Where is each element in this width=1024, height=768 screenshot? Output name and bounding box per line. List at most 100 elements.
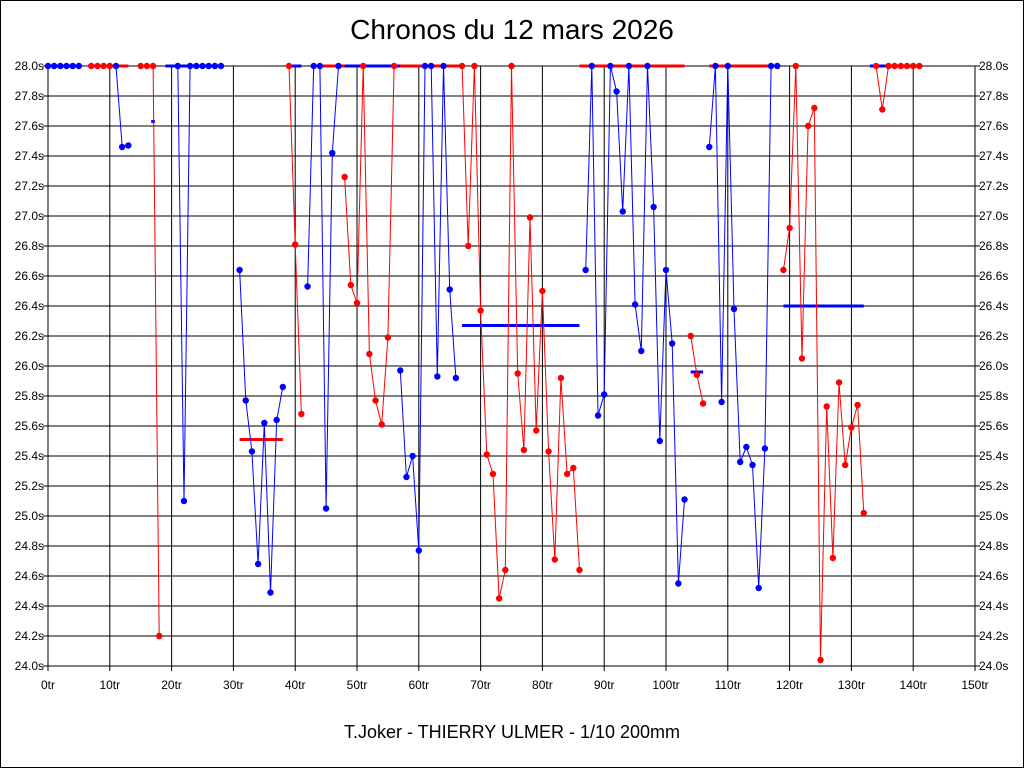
data-point <box>409 452 416 460</box>
data-point <box>786 224 793 232</box>
data-point <box>397 367 404 374</box>
data-point <box>248 448 256 455</box>
data-point <box>644 62 651 70</box>
x-tick-label: 120tr <box>776 678 803 692</box>
data-point <box>205 62 212 70</box>
x-tick-label: 150tr <box>961 678 988 692</box>
data-point <box>619 208 626 215</box>
x-tick-label: 100tr <box>652 678 679 692</box>
data-point <box>211 62 219 70</box>
data-point <box>267 589 274 596</box>
x-tick-label: 140tr <box>900 678 927 692</box>
y-tick-label-left: 25.0s <box>15 509 44 523</box>
data-point <box>298 410 305 418</box>
y-tick-label-left: 25.6s <box>15 419 44 433</box>
data-point <box>687 332 694 340</box>
data-point <box>582 266 589 274</box>
data-point <box>520 446 528 454</box>
y-tick-label-right: 26.8s <box>979 239 1008 253</box>
series-points <box>44 62 923 664</box>
data-point <box>817 656 824 664</box>
data-point <box>650 203 657 211</box>
data-point <box>372 397 379 404</box>
y-tick-label-right: 25.6s <box>979 419 1008 433</box>
data-point <box>199 62 206 70</box>
y-tick-label-right: 24.0s <box>979 659 1008 673</box>
y-tick-label-left: 27.2s <box>15 179 44 193</box>
data-point <box>279 383 287 391</box>
data-point <box>186 62 194 70</box>
x-tick-label: 70tr <box>470 678 491 692</box>
y-tick-label-left: 27.0s <box>15 209 44 223</box>
data-point <box>668 340 676 347</box>
x-tick-label: 110tr <box>715 678 741 692</box>
data-point <box>57 62 64 70</box>
data-point <box>910 62 917 70</box>
y-tick-label-left: 24.8s <box>15 539 44 553</box>
series-line-s14 <box>708 65 778 589</box>
chart-subtitle: T.Joker - THIERRY ULMER - 1/10 200mm <box>343 722 681 742</box>
x-tick-label: 40tr <box>285 678 306 692</box>
data-point <box>724 62 731 70</box>
data-point <box>403 473 410 481</box>
y-tick-label-right: 26.6s <box>979 269 1008 283</box>
data-point <box>545 448 552 455</box>
data-point <box>489 470 497 478</box>
data-point <box>860 509 867 517</box>
data-point <box>885 62 892 70</box>
data-point <box>471 62 478 70</box>
data-point <box>502 566 509 574</box>
data-point <box>341 173 348 181</box>
series-line-s15 <box>782 65 865 661</box>
data-point <box>539 287 546 295</box>
data-point <box>526 214 534 221</box>
y-tick-label-left: 24.0s <box>15 659 44 673</box>
data-point <box>285 62 293 70</box>
y-tick-label-right: 26.4s <box>979 299 1008 313</box>
data-point <box>174 62 181 70</box>
data-point <box>570 464 577 472</box>
y-tick-label-right: 27.6s <box>979 119 1008 133</box>
data-point <box>427 62 435 70</box>
data-point <box>378 421 385 428</box>
data-point <box>508 62 515 70</box>
y-tick-label-right: 25.8s <box>979 389 1008 403</box>
data-point <box>94 62 101 70</box>
data-point <box>842 461 849 469</box>
y-tick-label-right: 26.2s <box>979 329 1008 343</box>
data-point <box>495 595 503 602</box>
data-point <box>879 106 886 113</box>
y-tick-label-left: 25.8s <box>15 389 44 403</box>
data-point <box>804 122 812 130</box>
data-point <box>254 560 262 568</box>
data-point <box>106 62 114 70</box>
data-point <box>273 416 280 424</box>
data-point <box>310 62 317 70</box>
data-point <box>63 62 70 70</box>
data-point <box>872 62 880 70</box>
data-point <box>477 307 484 314</box>
data-point <box>366 350 373 358</box>
data-point <box>557 374 565 382</box>
y-tick-label-right: 28.0s <box>979 59 1008 73</box>
data-point <box>712 62 719 70</box>
data-point <box>551 556 558 563</box>
data-point <box>916 62 923 70</box>
data-point <box>143 62 151 70</box>
x-tick-label: 20tr <box>161 678 182 692</box>
y-tick-label-left: 26.8s <box>15 239 44 253</box>
data-point <box>767 62 775 70</box>
data-point <box>656 437 664 445</box>
data-point <box>452 374 460 382</box>
x-tick-label: 130tr <box>838 678 865 692</box>
data-point <box>112 62 120 70</box>
y-tick-label-right: 24.2s <box>979 629 1008 643</box>
y-tick-label-left: 26.2s <box>15 329 44 343</box>
data-point <box>730 305 738 313</box>
data-point <box>706 143 713 151</box>
data-point <box>322 505 330 512</box>
x-tick-label: 10tr <box>99 678 120 692</box>
data-point <box>736 458 744 466</box>
data-point <box>533 427 540 434</box>
